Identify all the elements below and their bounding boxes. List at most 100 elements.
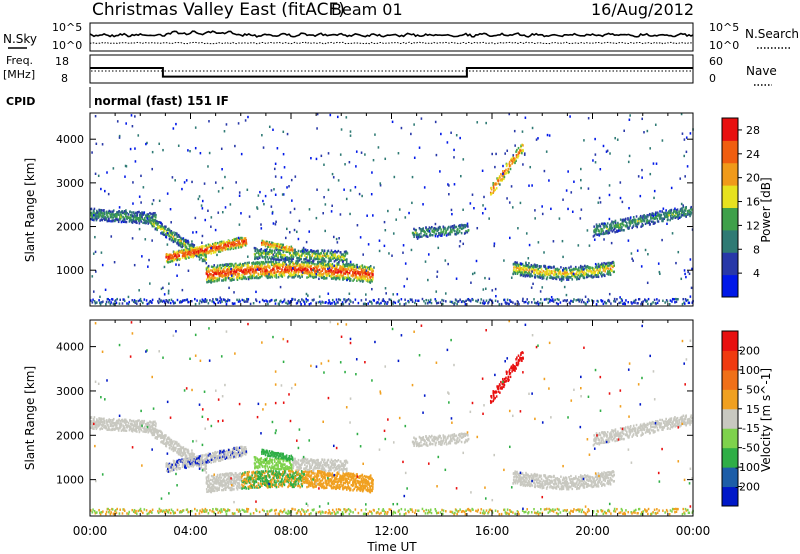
power-echo — [453, 156, 455, 159]
power-echo — [204, 253, 207, 256]
power-echo — [176, 258, 179, 262]
power-echo — [356, 277, 359, 281]
power-echo — [337, 249, 340, 253]
power-echo — [281, 254, 284, 257]
power-echo — [170, 231, 173, 235]
power-echo — [463, 300, 466, 304]
power-echo — [184, 240, 187, 244]
power-echo — [595, 303, 598, 306]
power-echo — [548, 265, 551, 269]
power-echo — [612, 261, 614, 264]
power-echo — [324, 252, 327, 255]
power-echo — [174, 179, 176, 182]
power-echo — [569, 269, 572, 273]
power-echo — [172, 256, 175, 259]
power-echo — [513, 157, 515, 160]
power-echo — [222, 264, 225, 268]
power-echo — [566, 271, 569, 274]
power-echo — [314, 270, 317, 274]
power-echo — [346, 258, 348, 261]
power-echo — [216, 276, 218, 280]
power-echo — [323, 272, 325, 275]
power-echo — [303, 263, 305, 266]
power-echo — [300, 253, 303, 256]
power-echo — [276, 265, 279, 268]
power-y-label: Slant Range [km] — [23, 158, 37, 262]
power-echo — [402, 251, 404, 254]
power-echo — [615, 229, 618, 232]
power-echo — [235, 239, 237, 243]
power-echo — [165, 236, 168, 239]
power-echo — [285, 301, 287, 305]
power-echo — [631, 226, 634, 230]
velocity-echo — [101, 427, 104, 431]
power-echo — [595, 275, 598, 278]
power-echo — [247, 270, 249, 274]
power-echo — [210, 216, 213, 219]
power-echo — [167, 292, 170, 295]
power-echo — [310, 256, 313, 259]
power-echo — [174, 231, 177, 235]
power-echo — [157, 221, 159, 225]
power-echo — [621, 223, 624, 226]
power-echo — [466, 222, 469, 225]
power-echo — [382, 298, 385, 301]
power-echo — [336, 115, 339, 119]
power-echo — [435, 299, 437, 303]
power-echo — [577, 298, 580, 301]
power-echo — [194, 126, 197, 129]
power-echo — [320, 262, 322, 265]
power-echo — [256, 261, 258, 265]
power-echo — [261, 298, 264, 302]
power-echo — [596, 225, 598, 228]
power-echo — [273, 188, 275, 191]
power-echo — [281, 269, 283, 272]
power-echo — [135, 211, 137, 215]
power-echo — [213, 243, 215, 246]
power-echo — [336, 271, 339, 274]
power-echo — [579, 298, 581, 301]
power-echo — [588, 274, 591, 278]
power-echo — [602, 273, 605, 276]
power-echo — [270, 189, 273, 192]
power-echo — [667, 215, 669, 218]
power-echo — [343, 188, 345, 191]
power-echo — [315, 250, 318, 253]
power-echo — [290, 248, 292, 251]
power-echo — [228, 286, 230, 290]
power-echo — [362, 271, 365, 275]
power-echo — [222, 246, 224, 249]
power-echo — [181, 256, 184, 259]
power-echo — [191, 245, 194, 248]
power-echo — [133, 263, 136, 267]
velocity-echo — [103, 417, 105, 420]
power-echo — [404, 262, 407, 265]
power-echo — [168, 235, 171, 238]
power-echo — [240, 266, 243, 270]
power-echo — [267, 258, 270, 261]
power-echo — [341, 274, 343, 278]
power-echo — [304, 271, 306, 275]
power-echo — [225, 302, 228, 306]
power-echo — [130, 211, 133, 214]
power-echo — [140, 201, 142, 204]
power-echo — [516, 269, 518, 273]
power-echo — [128, 220, 131, 223]
power-echo — [677, 215, 679, 218]
power-echo — [403, 303, 406, 306]
power-echo — [560, 266, 562, 269]
power-echo — [244, 242, 246, 246]
power-echo — [349, 264, 352, 267]
power-echo — [200, 256, 202, 260]
power-echo — [162, 227, 165, 230]
power-echo — [646, 219, 649, 223]
power-echo — [523, 152, 526, 155]
power-echo — [681, 214, 684, 217]
power-echo — [219, 247, 221, 250]
power-echo — [607, 232, 610, 235]
beam-label: Beam 01 — [331, 0, 403, 19]
power-echo — [371, 271, 374, 274]
power-echo — [274, 302, 277, 305]
power-echo — [187, 149, 189, 152]
power-echo — [312, 273, 314, 276]
